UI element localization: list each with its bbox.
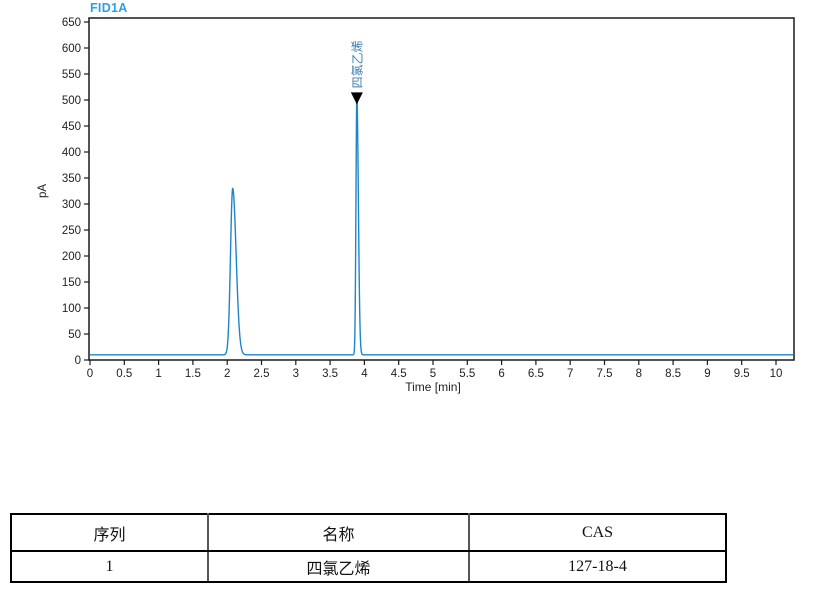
y-tick-label: 650 [62,17,81,29]
y-tick-label: 350 [62,173,81,185]
y-tick-label: 100 [62,303,81,315]
peak-label: 四氯乙烯 [350,40,364,88]
x-tick-label: 8 [636,368,642,380]
y-tick-label: 500 [62,95,81,107]
x-axis: 0 0.5 1 1.5 2 2.5 3 3.5 4 4.5 5 5.5 6 6.5 7 7.5 8 8.5 9 9.5… [87,360,783,380]
x-tick-label: 6.5 [528,368,544,380]
peak-marker-icon [350,92,363,105]
table-header-row: 序列 名称 CAS [10,513,727,552]
x-tick-label: 10 [770,368,783,380]
x-tick-label: 3.5 [322,368,338,380]
compound-table: 序列 名称 CAS 1 四氯乙烯 127-18-4 [10,513,727,583]
y-tick-label: 50 [68,329,81,341]
x-tick-label: 4.5 [391,368,407,380]
x-tick-label: 0.5 [116,368,132,380]
chromatogram-chart: FID1A 0 0.5 1 1.5 2 2.5 3 3.5 4 4.5 5 5.5 6 6.5 7 7.5 8 8… [37,1,795,394]
plot-frame [88,17,795,361]
x-tick-label: 9.5 [734,368,750,380]
header-sequence: 序列 [10,513,209,552]
x-tick-label: 9 [704,368,710,380]
y-tick-label: 600 [62,43,81,55]
signal-name-label: FID1A [90,1,128,15]
x-axis-title: Time [min] [405,380,461,394]
x-tick-label: 7.5 [597,368,613,380]
x-tick-label: 0 [87,368,93,380]
x-tick-label: 4 [361,368,368,380]
cell-cas: 127-18-4 [468,550,727,583]
signal-trace [89,96,795,356]
x-tick-label: 8.5 [665,368,681,380]
table-row: 1 四氯乙烯 127-18-4 [10,550,727,583]
chromatogram-plot: 0 0.5 1 1.5 2 2.5 3 3.5 4 4.5 5 5.5 6 6.5 7 7.5 8 8.5 9 9.5… [37,17,795,394]
cell-name: 四氯乙烯 [207,550,470,583]
x-tick-label: 2 [224,368,230,380]
x-tick-label: 1 [155,368,161,380]
header-cas: CAS [468,513,727,552]
y-tick-label: 450 [62,121,81,133]
x-tick-label: 5 [430,368,436,380]
y-tick-label: 200 [62,251,81,263]
y-axis-title: pA [37,184,49,198]
y-tick-label: 550 [62,69,81,81]
x-tick-label: 2.5 [254,368,270,380]
header-name: 名称 [207,513,470,552]
x-tick-label: 6 [498,368,504,380]
cell-sequence: 1 [10,550,209,583]
y-tick-label: 300 [62,199,81,211]
y-tick-label: 400 [62,147,81,159]
y-tick-label: 0 [75,355,81,367]
y-tick-label: 250 [62,225,81,237]
x-tick-label: 7 [567,368,573,380]
y-axis: 0 50 100 150 200 250 300 350 400 450 500 550 600 650 [62,17,89,367]
y-tick-label: 150 [62,277,81,289]
x-tick-label: 5.5 [459,368,475,380]
x-tick-label: 1.5 [185,368,201,380]
x-tick-label: 3 [293,368,299,380]
